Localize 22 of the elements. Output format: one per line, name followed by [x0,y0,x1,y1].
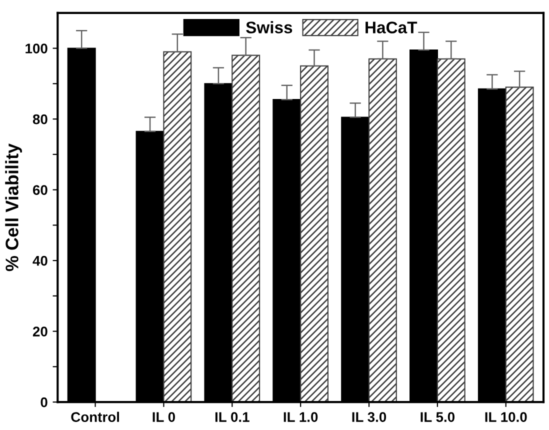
x-tick-label: IL 0.1 [215,412,250,422]
legend-label: HaCaT [366,22,418,34]
bar [436,58,466,402]
y-tick-label: 80 [32,114,48,124]
bar [368,58,397,402]
x-tick-label: Control [71,412,119,422]
x-tick-label: IL 10.0 [485,412,527,422]
x-tick-label: IL 3.0 [352,412,386,422]
y-tick-label: 100 [26,44,48,54]
y-tick-label: 20 [32,326,48,336]
bar [300,65,329,402]
bar [163,51,192,402]
x-tick-label: IL 1.0 [284,412,318,422]
y-tick-label: 60 [32,185,48,195]
x-tick-label: IL 5.0 [420,412,455,422]
legend-label: Swiss [246,21,292,34]
x-tick-label: IL 0 [152,412,175,422]
bar [505,86,534,402]
y-tick-label: 0 [40,397,48,408]
y-tick-label: 40 [32,256,48,266]
y-axis-title: % Cell Viability [5,144,22,272]
bar [232,54,260,402]
